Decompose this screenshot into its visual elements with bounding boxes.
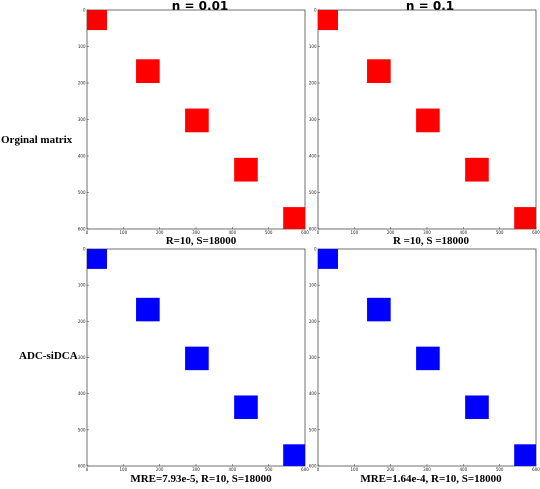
y-tick-label: 400 bbox=[78, 391, 86, 396]
block-3 bbox=[234, 395, 258, 419]
y-tick-label: 400 bbox=[309, 154, 317, 159]
x-tick-label: 300 bbox=[423, 467, 431, 472]
x-tick-label: 300 bbox=[192, 230, 200, 235]
x-tick-label: 100 bbox=[120, 467, 128, 472]
x-tick-label: 600 bbox=[532, 230, 540, 235]
y-tick-label: 300 bbox=[309, 117, 317, 122]
x-tick-label: 400 bbox=[460, 230, 468, 235]
y-tick-label: 100 bbox=[309, 44, 317, 49]
x-tick-label: 400 bbox=[460, 467, 468, 472]
block-2 bbox=[185, 108, 209, 133]
x-tick-label: 600 bbox=[301, 230, 309, 235]
block-4 bbox=[283, 444, 305, 466]
x-tick-label: 600 bbox=[532, 467, 540, 472]
y-tick-label: 400 bbox=[78, 154, 86, 159]
y-tick-label: 200 bbox=[78, 81, 86, 86]
block-1 bbox=[136, 297, 160, 322]
x-tick-label: 100 bbox=[351, 230, 359, 235]
x-tick-label: 400 bbox=[229, 467, 237, 472]
y-tick-label: 500 bbox=[78, 190, 86, 195]
block-0 bbox=[87, 10, 107, 31]
x-tick-label: 200 bbox=[387, 230, 395, 235]
y-tick-label: 600 bbox=[78, 227, 86, 232]
y-tick-label: 0 bbox=[314, 8, 317, 13]
row-label-adc-sidca: ADC-siDCA bbox=[19, 350, 78, 362]
y-tick-label: 600 bbox=[309, 227, 317, 232]
y-tick-label: 0 bbox=[314, 247, 317, 252]
y-tick-label: 500 bbox=[309, 190, 317, 195]
block-3 bbox=[234, 157, 258, 182]
block-2 bbox=[185, 346, 209, 371]
x-tick-label: 500 bbox=[265, 230, 273, 235]
y-tick-label: 600 bbox=[78, 464, 86, 469]
y-tick-label: 500 bbox=[78, 427, 86, 432]
y-tick-label: 300 bbox=[78, 355, 86, 360]
block-1 bbox=[136, 59, 160, 83]
block-0 bbox=[318, 249, 338, 269]
y-tick-label: 0 bbox=[83, 8, 86, 13]
block-4 bbox=[514, 207, 536, 229]
y-tick-label: 400 bbox=[309, 391, 317, 396]
y-tick-label: 300 bbox=[78, 117, 86, 122]
x-tick-label: 100 bbox=[351, 467, 359, 472]
x-tick-label: 0 bbox=[317, 467, 320, 472]
x-tick-label: 200 bbox=[156, 230, 164, 235]
block-2 bbox=[416, 346, 440, 371]
caption-bottom-left: MRE=7.93e-5, R=10, S=18000 bbox=[130, 473, 272, 485]
x-tick-label: 500 bbox=[496, 230, 504, 235]
y-tick-label: 500 bbox=[309, 427, 317, 432]
x-tick-label: 0 bbox=[317, 230, 320, 235]
block-3 bbox=[465, 395, 489, 419]
y-tick-label: 300 bbox=[309, 355, 317, 360]
x-tick-label: 0 bbox=[86, 230, 89, 235]
y-tick-label: 200 bbox=[78, 319, 86, 324]
caption-top-left: R=10, S=18000 bbox=[165, 235, 237, 247]
x-tick-label: 0 bbox=[86, 467, 89, 472]
row-label-original: Orginal matrix bbox=[1, 134, 73, 146]
caption-top-right: R =10, S =18000 bbox=[392, 235, 470, 247]
caption-bottom-right: MRE=1.64e-4, R=10, S=18000 bbox=[360, 473, 502, 485]
block-1 bbox=[367, 297, 391, 322]
y-tick-label: 0 bbox=[83, 247, 86, 252]
x-tick-label: 200 bbox=[387, 467, 395, 472]
y-tick-label: 200 bbox=[309, 81, 317, 86]
y-tick-label: 100 bbox=[78, 44, 86, 49]
y-tick-label: 600 bbox=[309, 464, 317, 469]
y-tick-label: 100 bbox=[309, 283, 317, 288]
x-tick-label: 300 bbox=[192, 467, 200, 472]
x-tick-label: 600 bbox=[301, 467, 309, 472]
block-0 bbox=[318, 10, 338, 31]
block-3 bbox=[465, 157, 489, 182]
x-tick-label: 100 bbox=[120, 230, 128, 235]
x-tick-label: 300 bbox=[423, 230, 431, 235]
x-tick-label: 400 bbox=[229, 230, 237, 235]
x-tick-label: 500 bbox=[265, 467, 273, 472]
block-4 bbox=[514, 444, 536, 466]
y-tick-label: 200 bbox=[309, 319, 317, 324]
block-4 bbox=[283, 207, 305, 229]
block-2 bbox=[416, 108, 440, 133]
x-tick-label: 500 bbox=[496, 467, 504, 472]
block-1 bbox=[367, 59, 391, 83]
block-0 bbox=[87, 249, 107, 269]
x-tick-label: 200 bbox=[156, 467, 164, 472]
y-tick-label: 100 bbox=[78, 283, 86, 288]
